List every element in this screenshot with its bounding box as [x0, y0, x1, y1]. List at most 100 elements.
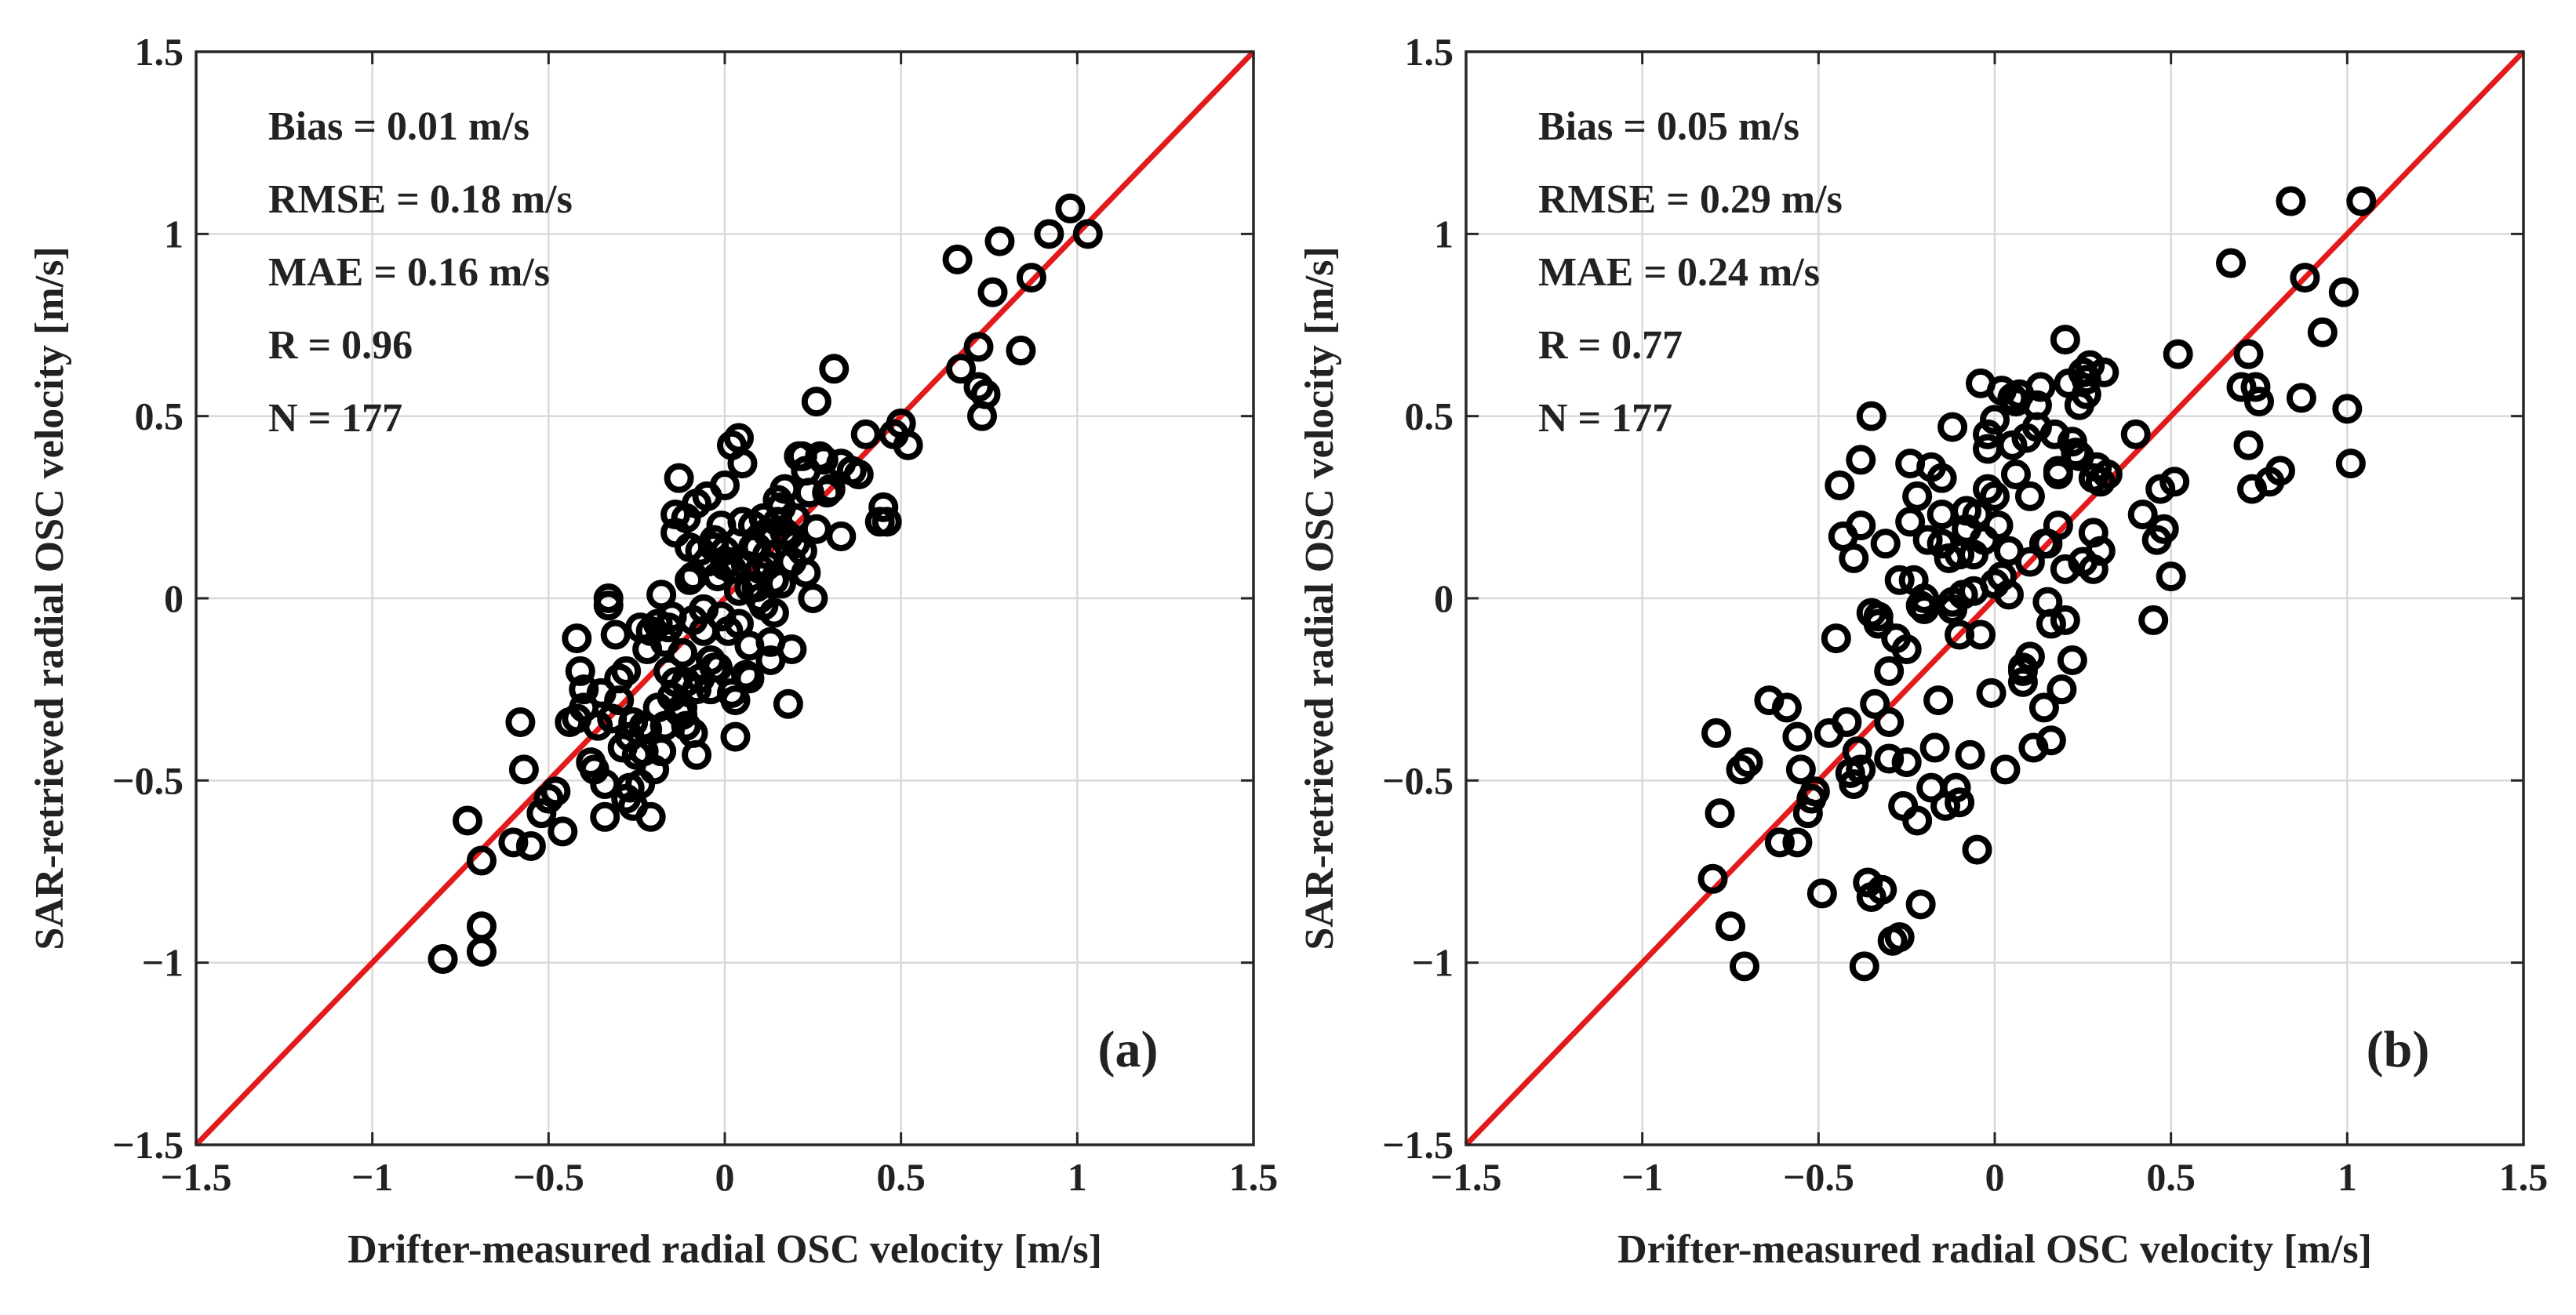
data-point: [657, 601, 687, 632]
y-tick-label: 1: [164, 212, 184, 256]
data-point: [1716, 911, 1745, 942]
data-point: [2028, 529, 2059, 559]
data-point: [1832, 707, 1862, 737]
data-point: [759, 598, 789, 628]
data-point: [2240, 372, 2271, 402]
data-point: [466, 936, 497, 967]
data-point: [1955, 739, 1985, 770]
data-point: [1782, 827, 1813, 858]
data-point: [798, 583, 828, 613]
data-point: [1923, 685, 1954, 716]
y-tick-labels: −1.5 −1 −0.5 0 0.5 1 1.5: [112, 30, 184, 1167]
data-point: [1697, 863, 1728, 894]
data-point: [2014, 481, 2045, 511]
data-point: [1909, 594, 1940, 624]
x-tick-label: 1: [2338, 1155, 2357, 1199]
x-tick-label: 0: [715, 1155, 735, 1199]
y-tick-label: −1: [142, 941, 184, 985]
y-tick-labels: −1.5 −1 −0.5 0 0.5 1 1.5: [1382, 30, 1454, 1167]
data-point: [565, 656, 595, 686]
data-point: [2025, 372, 2056, 402]
data-point: [611, 656, 642, 686]
data-point: [590, 801, 620, 832]
data-point: [2244, 387, 2274, 417]
data-point: [508, 754, 539, 785]
data-point: [1990, 754, 2021, 785]
data-point: [635, 616, 666, 646]
x-tick-label: 1.5: [1229, 1155, 1279, 1199]
data-point: [569, 692, 599, 723]
data-point: [1902, 481, 1933, 511]
stats-box: Bias = 0.01 m/s RMSE = 0.18 m/s MAE = 0.16…: [268, 104, 573, 441]
data-point: [1980, 405, 2010, 435]
data-point: [770, 518, 800, 548]
stat-line: R = 0.77: [1538, 323, 1683, 368]
x-tick-label: −1: [1621, 1155, 1664, 1199]
data-point: [2346, 186, 2377, 216]
data-point: [1874, 743, 1905, 774]
data-point: [2050, 554, 2080, 584]
data-point: [505, 707, 536, 737]
data-point: [1856, 401, 1887, 431]
y-tick-label: 0: [164, 576, 184, 620]
data-point: [2014, 547, 2045, 577]
data-point: [428, 944, 458, 975]
axis-ticks: [1464, 50, 2525, 1146]
x-tick-label: −1: [351, 1155, 394, 1199]
stat-line: R = 0.96: [268, 323, 413, 368]
data-point: [2078, 554, 2108, 584]
y-axis-label: SAR-retrieved radial OSC velocity [m/s]: [1297, 246, 1342, 950]
data-point: [1927, 529, 1957, 559]
y-tick-label: −0.5: [1382, 758, 1454, 802]
data-point: [1966, 619, 1996, 650]
data-point: [977, 277, 1008, 307]
data-point: [1055, 193, 1086, 223]
data-point: [868, 492, 899, 522]
data-point: [1856, 882, 1887, 913]
data-point: [2050, 605, 2080, 635]
data-point: [850, 419, 881, 449]
data-point: [864, 507, 895, 537]
data-point: [2036, 725, 2066, 756]
data-point: [2078, 518, 2108, 548]
data-point: [751, 550, 782, 581]
data-point: [1006, 336, 1036, 366]
data-point: [2307, 317, 2338, 347]
y-tick-label: 1.5: [135, 30, 184, 74]
data-point: [1874, 707, 1905, 737]
y-tick-label: 0.5: [135, 394, 184, 438]
data-point: [699, 652, 730, 683]
data-point: [1962, 499, 1992, 530]
data-point: [777, 634, 807, 665]
data-point: [635, 801, 666, 832]
x-tick-label: 0: [1985, 1155, 2005, 1199]
data-point: [1980, 481, 2010, 511]
data-point: [548, 816, 578, 847]
data-point: [540, 776, 571, 807]
stat-line: N = 177: [268, 396, 402, 441]
data-point: [1733, 747, 1763, 778]
data-point: [569, 674, 599, 705]
x-tick-labels: −1.5 −1 −0.5 0 0.5 1 1.5: [1431, 1155, 2549, 1199]
data-point: [2014, 641, 2045, 672]
data-point: [2233, 430, 2264, 460]
data-point: [515, 830, 546, 861]
data-point: [2028, 692, 2059, 723]
data-point: [664, 463, 694, 493]
data-point: [2159, 467, 2190, 497]
x-tick-label: −0.5: [1783, 1155, 1854, 1199]
data-point: [2057, 645, 2087, 675]
data-point: [1825, 470, 1855, 500]
data-point: [682, 674, 712, 705]
data-point: [689, 616, 719, 646]
data-point: [1860, 688, 1890, 719]
data-point: [808, 445, 839, 475]
data-point: [2226, 372, 2257, 402]
y-tick-label: 0.5: [1405, 394, 1454, 438]
data-point: [2286, 383, 2316, 413]
data-point: [452, 805, 482, 836]
data-point: [526, 798, 557, 829]
data-point: [1072, 219, 1103, 249]
